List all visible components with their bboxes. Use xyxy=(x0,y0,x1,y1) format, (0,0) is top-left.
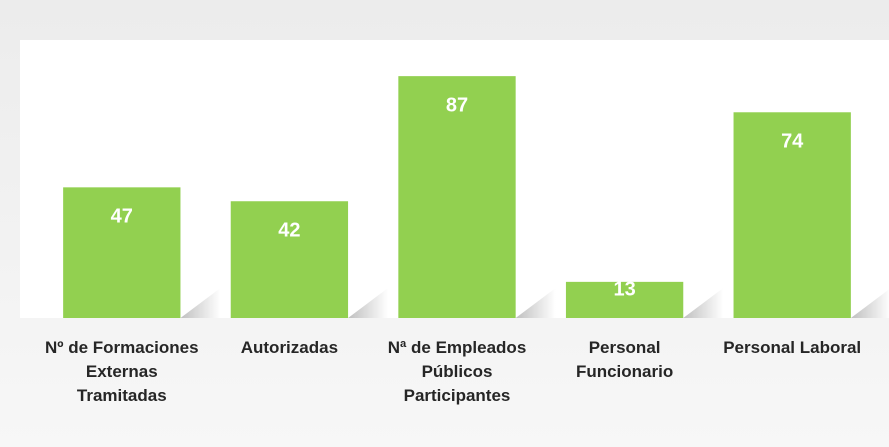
bar-shadow xyxy=(348,288,389,318)
value-label: 42 xyxy=(278,220,300,242)
x-tick-label: Personal Funcionario xyxy=(575,338,674,381)
x-tick-label: Personal Laboral xyxy=(723,338,862,357)
value-label: 13 xyxy=(613,278,635,300)
bar xyxy=(63,187,181,318)
bar-shadow xyxy=(850,289,889,318)
x-tick-label: Nº de Formaciones Externas Tramitadas xyxy=(45,338,199,405)
bar xyxy=(733,112,851,318)
bar xyxy=(398,76,516,318)
value-label: 74 xyxy=(781,131,804,153)
bar xyxy=(565,281,684,318)
x-tick-label: Autorizadas xyxy=(240,338,339,357)
value-label: 87 xyxy=(446,94,468,116)
bar-shadow xyxy=(515,288,556,318)
value-label: 47 xyxy=(111,206,133,228)
bar-shadow xyxy=(683,288,724,318)
x-tick-label: Nª de Empleados Públicos Participantes xyxy=(387,338,527,405)
bar-shadow xyxy=(180,288,221,318)
bar xyxy=(230,201,349,318)
